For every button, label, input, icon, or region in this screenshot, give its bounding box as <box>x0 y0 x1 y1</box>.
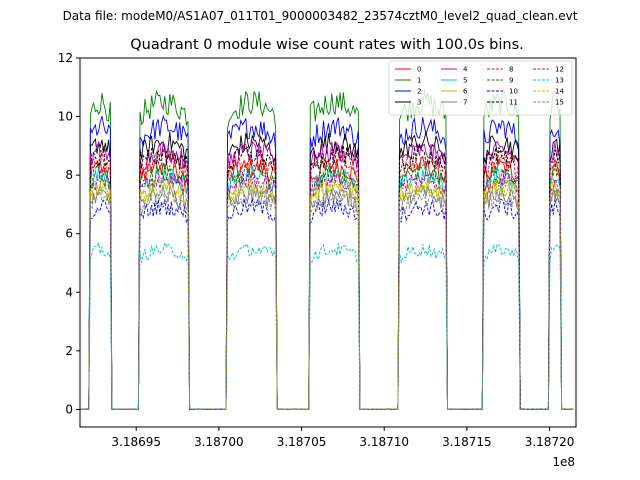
legend-label-0: 0 <box>417 66 421 74</box>
legend-label-15: 15 <box>555 99 564 107</box>
series-line-4 <box>80 140 574 410</box>
chart-title: Quadrant 0 module wise count rates with … <box>130 37 524 53</box>
y-tick-label: 0 <box>65 402 73 416</box>
legend-label-1: 1 <box>417 77 421 85</box>
y-tick-label: 2 <box>65 344 73 358</box>
plot-frame <box>79 57 577 428</box>
y-tick-label: 10 <box>58 110 73 124</box>
series-line-2 <box>80 114 574 410</box>
legend-label-8: 8 <box>509 66 513 74</box>
x-tick-label: 3.18710 <box>359 435 409 449</box>
legend-label-9: 9 <box>509 77 513 85</box>
legend-frame <box>388 60 573 116</box>
series-line-5 <box>80 165 574 410</box>
series-line-12 <box>80 169 574 411</box>
legend-label-4: 4 <box>463 66 468 74</box>
series-line-0 <box>80 157 574 410</box>
legend-label-14: 14 <box>555 88 564 96</box>
y-axis: 0 2 4 6 8 10 12 <box>58 51 80 416</box>
x-offset-label: 1e8 <box>552 455 575 469</box>
legend-label-5: 5 <box>463 77 467 85</box>
plot-lines <box>80 88 574 411</box>
y-tick-label: 4 <box>65 285 73 299</box>
y-tick-label: 12 <box>58 51 73 65</box>
series-line-11 <box>80 143 574 410</box>
legend-label-3: 3 <box>417 99 421 107</box>
x-axis: 3.18695 3.18700 3.18705 3.18710 3.18715 3.187… <box>111 427 574 449</box>
legend-label-7: 7 <box>463 99 467 107</box>
y-tick-label: 8 <box>65 168 73 182</box>
series-line-7 <box>80 183 574 410</box>
legend-label-6: 6 <box>463 88 468 96</box>
x-tick-label: 3.18705 <box>277 435 327 449</box>
legend-label-2: 2 <box>417 88 421 96</box>
legend-label-11: 11 <box>509 99 518 107</box>
x-tick-label: 3.18695 <box>111 435 161 449</box>
legend-label-13: 13 <box>555 77 564 85</box>
series-line-13 <box>80 241 574 410</box>
y-tick-label: 6 <box>65 227 73 241</box>
series-line-15 <box>80 189 574 410</box>
x-tick-label: 3.18715 <box>442 435 492 449</box>
legend-label-12: 12 <box>555 66 564 74</box>
series-line-9 <box>80 161 574 411</box>
legend-label-10: 10 <box>509 88 518 96</box>
series-line-10 <box>80 198 574 410</box>
x-tick-label: 3.18700 <box>194 435 244 449</box>
chart-suptitle: Data file: modeM0/AS1A07_011T01_90000034… <box>63 9 578 23</box>
x-tick-label: 3.18720 <box>525 435 575 449</box>
series-line-3 <box>80 131 574 410</box>
series-line-14 <box>80 179 574 410</box>
